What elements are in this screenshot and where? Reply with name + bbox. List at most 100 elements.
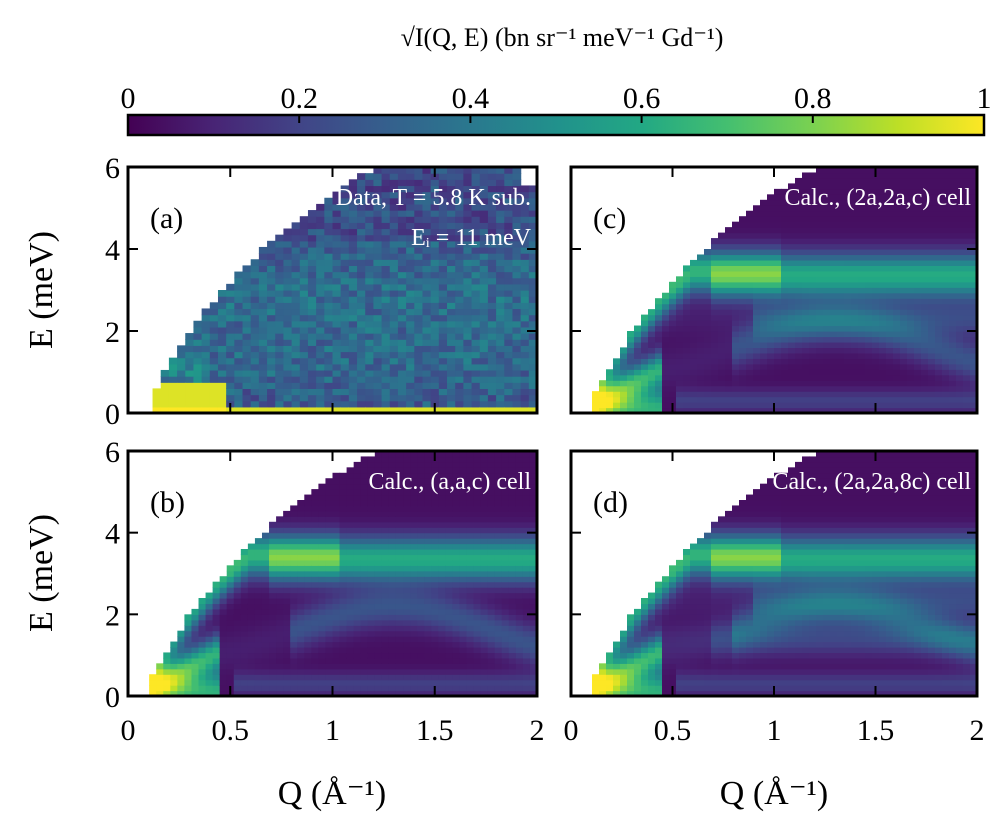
heatmap-cell <box>487 265 497 273</box>
heatmap-cell <box>311 532 319 539</box>
heatmap-cell <box>494 494 503 501</box>
heatmap-cell <box>872 227 880 234</box>
heatmap-cell <box>753 331 761 338</box>
heatmap-cell <box>365 351 374 359</box>
heatmap-cell <box>529 587 538 594</box>
heatmap-cell <box>466 576 475 583</box>
heatmap-cell <box>219 592 228 599</box>
heatmap-cell <box>346 554 355 561</box>
heatmap-cell <box>816 216 824 223</box>
heatmap-cell <box>395 461 404 468</box>
heatmap-cell <box>501 505 510 512</box>
heatmap-cell <box>240 657 249 664</box>
heatmap-cell <box>858 167 866 174</box>
heatmap-cell <box>332 277 342 285</box>
heatmap-cell <box>463 210 473 217</box>
heatmap-cell <box>704 287 712 294</box>
heatmap-cell <box>781 391 789 398</box>
heatmap-cell <box>324 296 334 303</box>
heatmap-cell <box>522 663 531 670</box>
heatmap-cell <box>403 592 411 599</box>
heatmap-cell <box>422 283 432 291</box>
heatmap-cell <box>445 467 453 474</box>
heatmap-cell <box>711 303 719 310</box>
heatmap-cell <box>388 587 397 594</box>
heatmap-cell <box>795 205 803 212</box>
heatmap-cell <box>487 382 497 389</box>
heatmap-cell <box>365 320 374 328</box>
heatmap-cell <box>900 265 908 272</box>
heatmap-cell <box>242 351 252 359</box>
heatmap-cell <box>760 205 768 212</box>
heatmap-cell <box>837 309 845 316</box>
heatmap-cell <box>816 331 824 338</box>
heatmap-cell <box>512 197 522 205</box>
heatmap-cell <box>201 314 211 322</box>
heatmap-cell <box>374 494 383 501</box>
heatmap-cell <box>466 603 475 610</box>
heatmap-cell <box>487 388 497 396</box>
heatmap-cell <box>512 228 522 236</box>
heatmap-cell <box>234 290 244 297</box>
heatmap-cell <box>360 608 369 615</box>
heatmap-cell <box>367 619 376 626</box>
heatmap-cell <box>529 652 538 659</box>
heatmap-cell <box>802 314 810 321</box>
heatmap-cell <box>395 516 404 523</box>
heatmap-cell <box>529 657 538 664</box>
heatmap-cell <box>816 243 824 250</box>
heatmap-cell <box>438 290 448 297</box>
heatmap-cell <box>307 216 317 223</box>
heatmap-cell <box>389 296 399 303</box>
heatmap-cell <box>508 619 517 626</box>
heatmap-cell <box>522 630 531 637</box>
heatmap-cell <box>504 400 514 408</box>
heatmap-cell <box>381 603 390 610</box>
heatmap-cell <box>388 581 397 588</box>
heatmap-cell <box>324 394 334 402</box>
heatmap-cell <box>473 565 482 572</box>
heatmap-cell <box>283 406 293 414</box>
heatmap-cell <box>520 265 530 273</box>
heatmap-cell <box>501 625 510 632</box>
heatmap-cell <box>374 570 383 577</box>
heatmap-cell <box>872 309 880 316</box>
heatmap-cell <box>373 173 383 180</box>
heatmap-cell <box>395 647 404 654</box>
heatmap-cell <box>802 210 810 217</box>
heatmap-cell <box>487 510 496 517</box>
heatmap-cell <box>865 243 873 250</box>
heatmap-cell <box>316 222 325 230</box>
heatmap-cell <box>816 314 824 321</box>
heatmap-cell <box>365 203 374 211</box>
heatmap-cell <box>528 197 538 205</box>
heatmap-cell <box>473 461 482 468</box>
heatmap-cell <box>290 603 298 610</box>
heatmap-cell <box>348 369 358 377</box>
heatmap-cell <box>683 358 691 365</box>
heatmap-cell <box>662 363 670 370</box>
heatmap-cell <box>837 385 845 392</box>
heatmap-cell <box>290 668 298 675</box>
heatmap-cell <box>655 402 663 409</box>
heatmap-cell <box>480 467 489 474</box>
heatmap-cell <box>830 210 838 217</box>
heatmap-cell <box>466 554 475 561</box>
heatmap-cell <box>424 625 432 632</box>
heatmap-cell <box>528 240 538 248</box>
heatmap-cell <box>325 554 334 561</box>
heatmap-cell <box>802 249 810 256</box>
heatmap-cell <box>886 402 894 409</box>
heatmap-cell <box>346 559 355 566</box>
heatmap-cell <box>662 325 670 332</box>
heatmap-cell <box>529 636 538 643</box>
heatmap-cell <box>739 385 747 392</box>
heatmap-cell <box>515 489 524 496</box>
heatmap-cell <box>424 494 432 501</box>
heatmap-cell <box>455 314 464 322</box>
heatmap-cell <box>291 240 301 248</box>
heatmap-cell <box>676 391 684 398</box>
heatmap-cell <box>275 363 285 371</box>
heatmap-cell <box>494 674 503 681</box>
heatmap-cell <box>893 363 901 370</box>
